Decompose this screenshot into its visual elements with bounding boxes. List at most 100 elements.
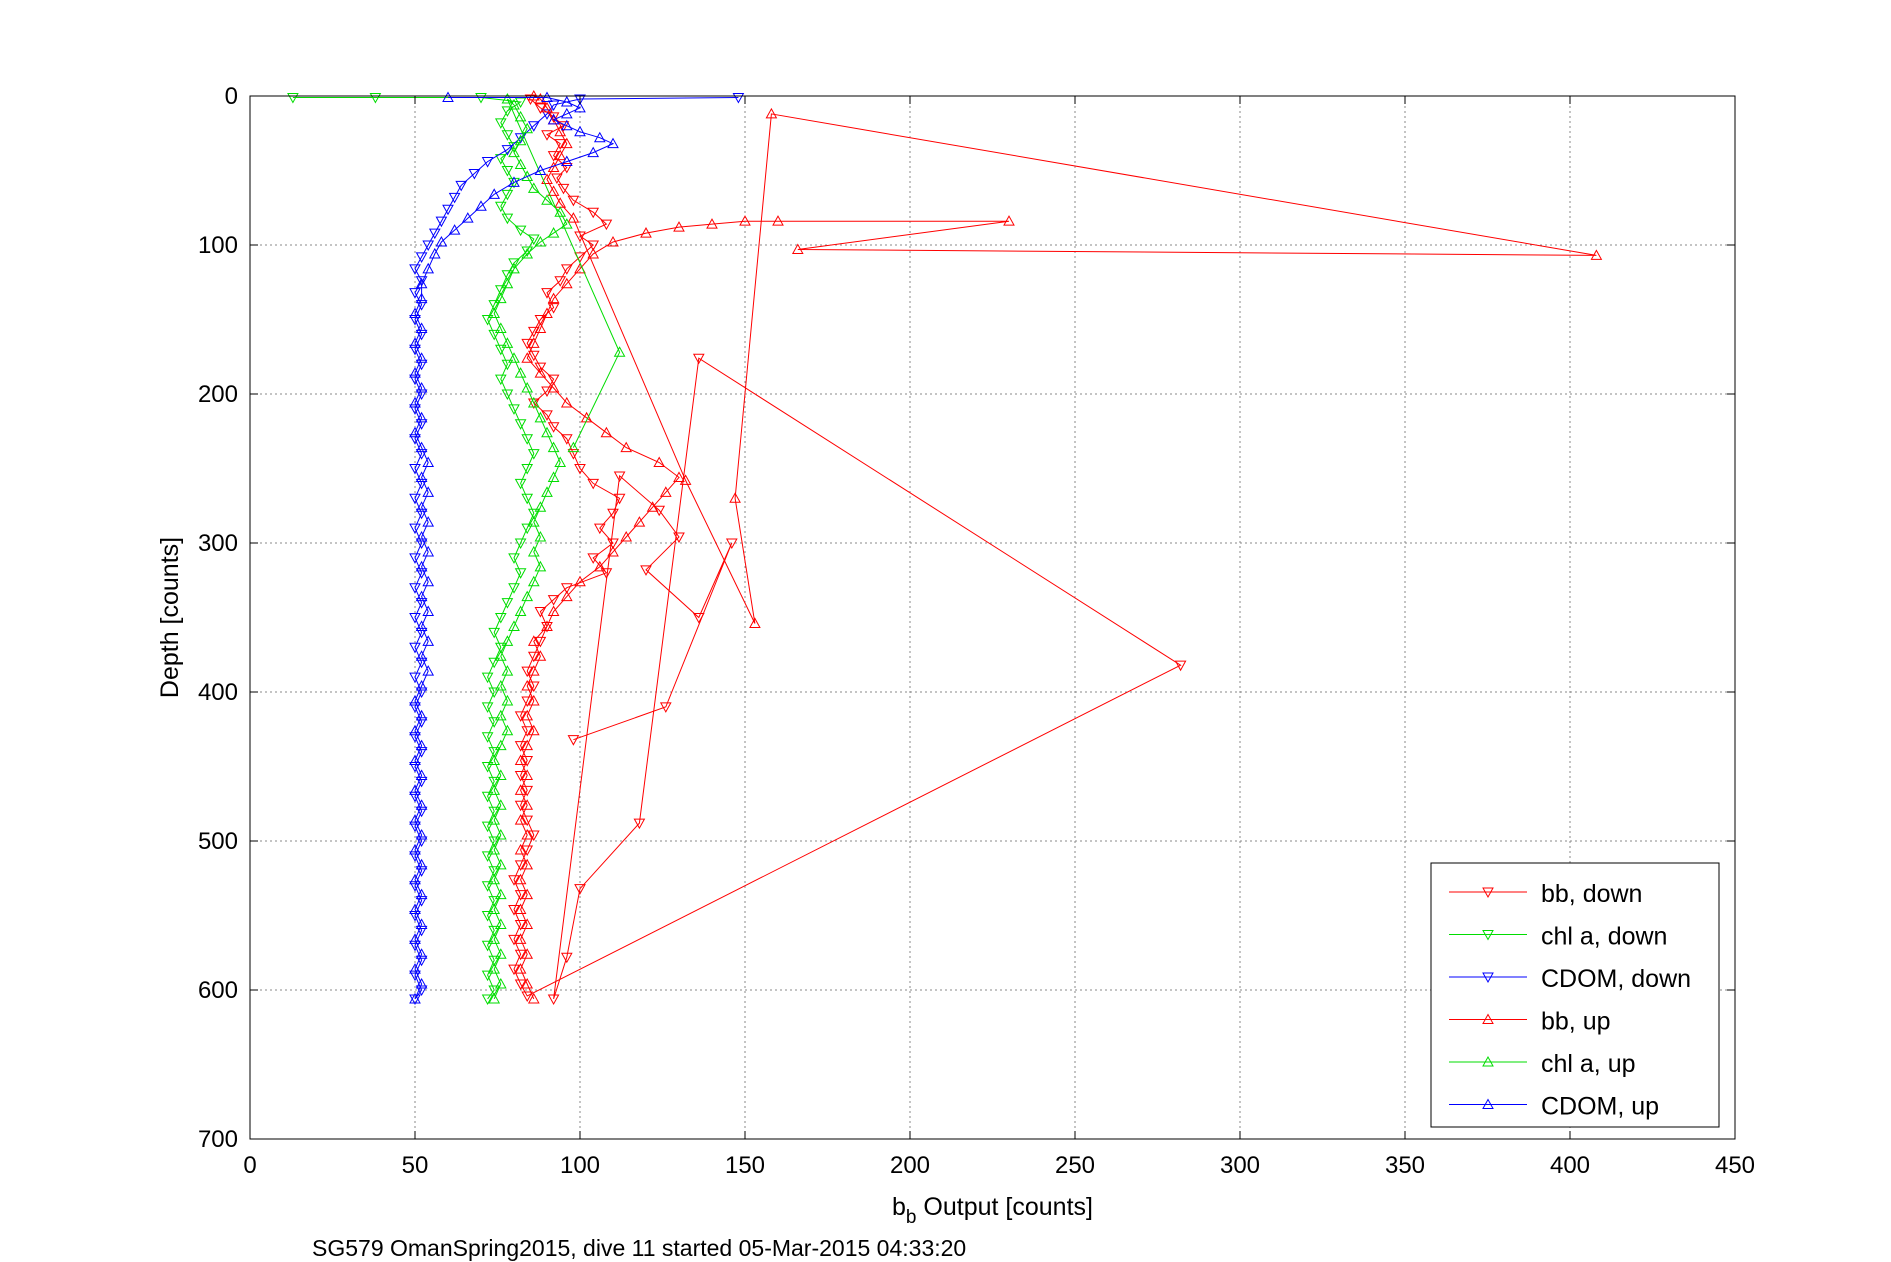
- data-point: [514, 367, 527, 378]
- data-point: [772, 215, 784, 226]
- data-point: [494, 344, 507, 356]
- data-point: [560, 277, 573, 289]
- data-point: [494, 642, 507, 654]
- data-point: [415, 858, 428, 870]
- y-tick-label: 0: [225, 83, 238, 110]
- data-point: [560, 119, 573, 131]
- data-point: [521, 799, 534, 810]
- data-point: [567, 441, 580, 453]
- data-point: [541, 91, 553, 102]
- data-point: [1003, 215, 1015, 226]
- data-point: [554, 139, 567, 150]
- data-point: [521, 785, 534, 797]
- data-point: [488, 717, 501, 728]
- data-point: [508, 262, 520, 274]
- x-tick-label: 100: [560, 1152, 600, 1179]
- data-point: [488, 933, 501, 944]
- data-point: [527, 651, 540, 663]
- data-point: [560, 218, 573, 229]
- data-point: [527, 182, 540, 193]
- axis-ticks: 0 50 100 150 200 250 300 350 400 450 0 100 200 300 400…: [198, 83, 1755, 1179]
- data-point: [521, 434, 534, 445]
- data-point: [554, 149, 567, 161]
- data-point: [435, 235, 448, 247]
- series-line: [493, 98, 621, 1000]
- legend-marker: [1482, 887, 1494, 899]
- data-point: [547, 151, 560, 162]
- data-point: [534, 367, 547, 378]
- data-point: [633, 516, 646, 527]
- y-tick-label: 600: [198, 977, 238, 1004]
- data-point: [541, 410, 553, 421]
- data-point: [508, 98, 520, 110]
- data-point: [521, 769, 534, 780]
- data-point: [521, 247, 534, 259]
- legend-item: CDOM, down: [1449, 965, 1691, 993]
- data-point: [415, 739, 428, 751]
- data-point: [488, 627, 501, 639]
- data-point: [541, 307, 553, 319]
- data-point: [534, 411, 547, 423]
- data-point: [514, 933, 527, 944]
- data-point: [521, 352, 534, 363]
- data-point: [527, 350, 540, 362]
- data-point: [527, 724, 540, 736]
- legend-marker: [1482, 1013, 1494, 1024]
- data-point: [521, 709, 534, 721]
- data-point: [554, 206, 567, 217]
- data-point: [494, 680, 507, 691]
- data-point: [527, 575, 540, 587]
- data-point: [692, 613, 705, 624]
- data-point: [587, 240, 600, 252]
- data-point: [567, 449, 580, 460]
- data-point: [415, 650, 428, 661]
- data-point: [508, 404, 520, 415]
- data-point: [508, 583, 520, 594]
- data-point: [514, 478, 527, 490]
- data-point: [287, 92, 299, 104]
- data-point: [508, 620, 520, 631]
- data-point: [1590, 249, 1603, 260]
- data-point: [494, 888, 507, 900]
- data-point: [527, 337, 540, 348]
- data-point: [409, 523, 421, 535]
- data-point: [488, 985, 501, 997]
- series-line: [520, 95, 1597, 1000]
- data-point: [494, 322, 507, 333]
- data-point: [415, 352, 428, 363]
- data-point: [415, 501, 428, 512]
- x-tick-label: 0: [243, 1152, 256, 1179]
- data-point: [488, 843, 501, 855]
- data-point: [765, 107, 778, 119]
- data-point: [422, 665, 435, 676]
- data-point: [409, 754, 421, 766]
- data-point: [514, 784, 527, 795]
- data-point: [501, 189, 514, 201]
- data-point: [600, 568, 613, 579]
- data-point: [428, 228, 441, 240]
- y-tick-label: 100: [198, 232, 238, 259]
- data-point: [415, 948, 428, 959]
- series-line: [414, 97, 615, 1000]
- y-tick-label: 400: [198, 679, 238, 706]
- data-point: [514, 133, 527, 144]
- data-point: [527, 665, 540, 676]
- data-point: [534, 362, 547, 374]
- data-point: [541, 194, 553, 205]
- data-point: [488, 814, 501, 825]
- data-point: [514, 800, 527, 812]
- data-point: [521, 338, 534, 350]
- data-point: [514, 979, 527, 991]
- data-point: [560, 264, 573, 275]
- data-point: [551, 173, 563, 184]
- series-5: [409, 91, 619, 1004]
- data-point: [488, 307, 501, 319]
- y-tick-label: 500: [198, 828, 238, 855]
- data-point: [567, 212, 580, 223]
- data-point: [501, 130, 514, 141]
- data-point: [422, 456, 435, 468]
- legend-marker: [1482, 930, 1494, 941]
- data-point: [554, 456, 567, 468]
- data-point: [541, 486, 553, 497]
- data-point: [653, 456, 666, 468]
